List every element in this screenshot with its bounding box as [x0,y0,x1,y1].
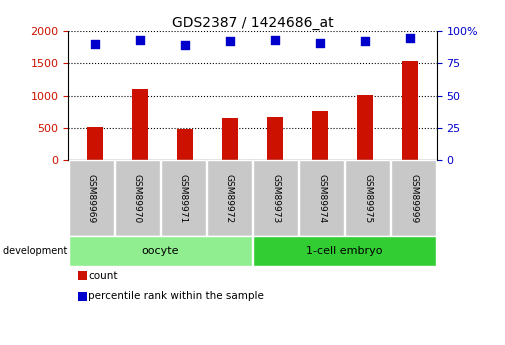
Text: GSM89975: GSM89975 [363,174,372,223]
Text: GSM89972: GSM89972 [225,174,234,223]
Text: oocyte: oocyte [141,246,179,256]
Text: GSM89969: GSM89969 [87,174,96,223]
Text: GSM89974: GSM89974 [317,174,326,223]
Bar [222,118,238,160]
Point [271,37,279,43]
Text: GSM89970: GSM89970 [133,174,142,223]
Point [136,37,144,43]
Title: GDS2387 / 1424686_at: GDS2387 / 1424686_at [172,16,333,30]
Point [91,41,99,47]
Bar [267,117,283,160]
Text: GSM89999: GSM89999 [409,174,418,223]
Text: GSM89971: GSM89971 [179,174,188,223]
Text: percentile rank within the sample: percentile rank within the sample [88,292,264,301]
Point [226,39,234,44]
Point [361,39,369,44]
Point [181,42,189,48]
Text: count: count [88,271,118,280]
Bar [402,61,418,160]
Bar [177,129,193,160]
Point [406,35,414,40]
Text: development stage ▶: development stage ▶ [3,246,108,256]
Bar [312,111,328,160]
Bar [132,89,148,160]
Bar [357,95,373,160]
Bar [87,127,103,160]
Text: GSM89973: GSM89973 [271,174,280,223]
Text: 1-cell embryo: 1-cell embryo [307,246,383,256]
Point [316,40,324,46]
